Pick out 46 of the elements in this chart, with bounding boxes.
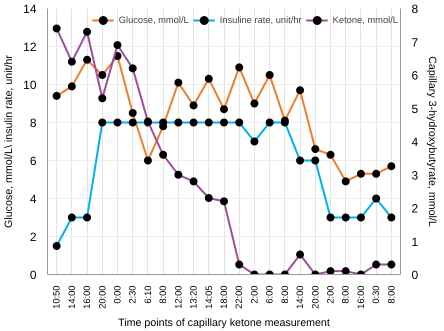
y-tick-label: 8 [30, 116, 37, 130]
y2-tick-label: 1 [412, 234, 418, 249]
x-tick-label: 16:00 [356, 286, 366, 309]
y2-tick-label: 6 [412, 68, 418, 82]
x-tick-label: 8:00 [280, 286, 290, 304]
x-tick-label: 8:00 [386, 286, 396, 304]
y2-tick-label: 4 [412, 135, 418, 149]
y2-tick-label: 0 [412, 268, 418, 282]
x-tick-label: 2:30 [128, 286, 138, 304]
y2-tick-label: 3 [412, 168, 418, 182]
x-tick-label: 13:20 [188, 286, 199, 309]
y-tick-label: 10 [23, 78, 37, 92]
y2-axis-title: Capillary 3-hydroxybutyrate, mmol/L [426, 56, 438, 227]
y2-tick-label: 2 [412, 202, 418, 216]
x-tick-label: 0:30 [371, 286, 382, 304]
x-tick-label: 6:10 [142, 286, 153, 304]
x-tick-label: 22:00 [234, 286, 244, 309]
y-tick-label: 14 [23, 2, 37, 16]
x-tick-label: 20:00 [97, 286, 108, 309]
y-tick-label: 6 [30, 154, 37, 168]
x-tick-label: 10:50 [52, 286, 62, 309]
x-tick-label: 14:00 [295, 286, 306, 309]
legend-label: Ketone, mmol/L [332, 15, 398, 25]
x-tick-label: 0:00 [112, 286, 122, 304]
x-tick-label: 18:00 [219, 286, 229, 309]
x-tick-label: 14:05 [204, 286, 214, 309]
x-tick-label: 2:00 [326, 286, 336, 304]
x-tick-label: 16:00 [82, 286, 92, 309]
y-tick-label: 4 [30, 192, 37, 206]
x-tick-label: 8:00 [340, 286, 351, 304]
y2-tick-label: 8 [412, 2, 418, 16]
legend-label: Insuline rate, unit/hr [220, 15, 302, 25]
legend-label: Glucose, mmol/L [118, 15, 189, 25]
x-tick-label: 20:00 [310, 286, 320, 309]
x-tick-label: 6:00 [264, 286, 275, 304]
y2-tick-label: 7 [412, 35, 418, 50]
x-tick-label: 2:00 [249, 286, 260, 304]
x-axis-title: Time points of capillary ketone measurement [118, 316, 330, 329]
x-tick-label: 12:00 [173, 286, 184, 309]
x-tick-label: 8:00 [158, 286, 168, 304]
y2-tick-label: 5 [412, 102, 418, 116]
y-tick-label: 2 [30, 230, 37, 244]
y-tick-label: 0 [30, 268, 37, 282]
x-tick-label: 14:00 [66, 286, 77, 309]
y-axis-title: Glucose, mmol/L\ insulin rate, unit/hr [3, 54, 16, 228]
y-tick-label: 12 [23, 40, 37, 54]
